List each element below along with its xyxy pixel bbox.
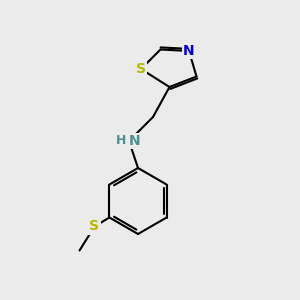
Text: N: N (183, 44, 195, 58)
Text: S: S (136, 62, 146, 76)
Text: N: N (129, 134, 140, 148)
Text: S: S (89, 220, 100, 233)
Text: H: H (116, 134, 126, 147)
